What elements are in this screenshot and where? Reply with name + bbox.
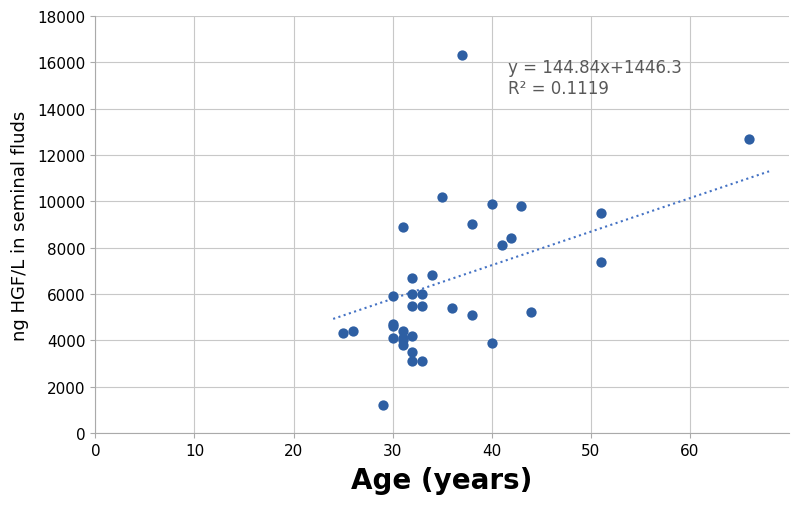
Point (406, 332, 419, 340)
Point (436, 193, 449, 201)
Point (406, 302, 419, 310)
Point (426, 272, 438, 280)
Point (386, 292, 399, 300)
Point (515, 203, 528, 211)
Point (406, 274, 419, 282)
Point (466, 221, 478, 229)
Point (594, 210, 607, 218)
Text: y = 144.84x+1446.3
R² = 0.1119: y = 144.84x+1446.3 R² = 0.1119 (508, 59, 682, 97)
Point (396, 336, 409, 344)
Point (406, 358, 419, 366)
Point (337, 330, 350, 338)
Point (594, 258, 607, 266)
Point (495, 242, 508, 250)
Point (416, 302, 429, 310)
Point (416, 290, 429, 298)
Point (486, 200, 498, 208)
Point (386, 320, 399, 328)
Point (416, 358, 429, 366)
Point (505, 235, 518, 243)
Point (396, 327, 409, 335)
Point (386, 334, 399, 342)
Point (486, 339, 498, 347)
Point (406, 348, 419, 356)
X-axis label: Age (years): Age (years) (351, 466, 533, 494)
Point (396, 223, 409, 231)
Y-axis label: ng HGF/L in seminal fluds: ng HGF/L in seminal fluds (11, 110, 29, 340)
Point (396, 341, 409, 349)
Point (446, 304, 458, 312)
Point (743, 135, 756, 143)
Point (525, 309, 538, 317)
Point (396, 334, 409, 342)
Point (386, 323, 399, 331)
Point (376, 401, 389, 409)
Point (455, 53, 468, 61)
Point (406, 290, 419, 298)
Point (466, 311, 478, 319)
Point (346, 327, 359, 335)
